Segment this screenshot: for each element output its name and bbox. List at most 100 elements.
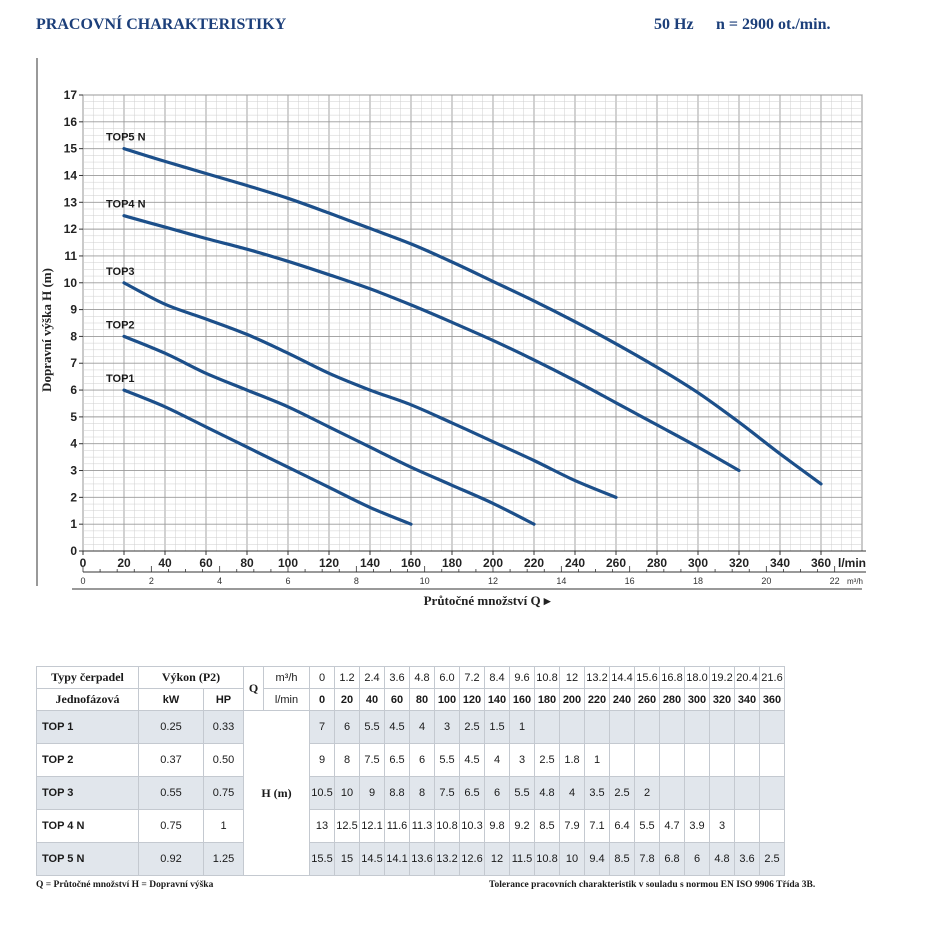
h-value: 2.5 bbox=[759, 842, 785, 876]
h-value bbox=[709, 776, 735, 810]
q-lmin-value: 80 bbox=[409, 688, 435, 711]
h-value: 3 bbox=[509, 743, 535, 777]
x2-unit-label: m³/h bbox=[847, 577, 863, 586]
x2-tick-label: 16 bbox=[625, 576, 635, 586]
q-m3h-value: 2.4 bbox=[359, 666, 385, 689]
q-lmin-value: 160 bbox=[509, 688, 535, 711]
pump-kw: 0.92 bbox=[138, 842, 204, 876]
x2-tick-label: 2 bbox=[149, 576, 154, 586]
q-m3h-value: 14.4 bbox=[609, 666, 635, 689]
h-value: 6.8 bbox=[659, 842, 685, 876]
h-value: 3.9 bbox=[684, 809, 710, 843]
x-tick-label: 140 bbox=[360, 556, 380, 570]
h-value: 11.5 bbox=[509, 842, 535, 876]
h-value: 5.5 bbox=[434, 743, 460, 777]
series-line-3 bbox=[122, 214, 741, 473]
pump-hp: 1 bbox=[203, 809, 244, 843]
q-lmin-value: 60 bbox=[384, 688, 410, 711]
chart-grid bbox=[82, 94, 863, 552]
x-tick-label: 340 bbox=[770, 556, 790, 570]
h-value bbox=[709, 743, 735, 777]
h-value: 11.6 bbox=[384, 809, 410, 843]
h-value bbox=[734, 710, 760, 744]
h-value: 9.8 bbox=[484, 809, 510, 843]
h-value bbox=[759, 710, 785, 744]
table-row: TOP 2 0.37 0.50 9 8 7.5 6.5 6 5.5 4.5 4 3 2.5 1.8 1 bbox=[36, 743, 785, 777]
h-value: 14.5 bbox=[359, 842, 385, 876]
x-tick-label: 20 bbox=[117, 556, 131, 570]
y-tick-label: 10 bbox=[64, 276, 78, 290]
x2-tick-label: 0 bbox=[80, 576, 85, 586]
h-value bbox=[659, 710, 685, 744]
footer-legend: Q = Průtočné množství H = Dopravní výška bbox=[36, 880, 214, 890]
h-value bbox=[659, 743, 685, 777]
pump-kw: 0.25 bbox=[138, 710, 204, 744]
h-value: 8.8 bbox=[384, 776, 410, 810]
h-value: 13.2 bbox=[434, 842, 460, 876]
h-value: 2.5 bbox=[534, 743, 560, 777]
q-header: Q bbox=[243, 666, 264, 711]
table-row: TOP 1 0.25 0.33 H (m) 7 6 5.5 4.5 4 3 2.5 1.5 1 bbox=[36, 710, 785, 876]
pump-kw: 0.75 bbox=[138, 809, 204, 843]
h-value: 7.1 bbox=[584, 809, 610, 843]
h-value: 13.6 bbox=[409, 842, 435, 876]
q-lmin-value: 360 bbox=[759, 688, 785, 711]
q-m3h-value: 3.6 bbox=[384, 666, 410, 689]
y-tick-label: 1 bbox=[70, 517, 77, 531]
x-tick-label: 260 bbox=[606, 556, 626, 570]
performance-table: Typy čerpadel Výkon (P2) Q m³/h 0 1.2 2.4 3… bbox=[36, 666, 785, 876]
y-tick-label: 0 bbox=[70, 544, 77, 558]
x-tick-label: 120 bbox=[319, 556, 339, 570]
pump-hp: 1.25 bbox=[203, 842, 244, 876]
x2-tick-label: 10 bbox=[420, 576, 430, 586]
chart-series bbox=[122, 147, 823, 526]
q-lmin-value: 20 bbox=[334, 688, 360, 711]
h-value: 8.5 bbox=[609, 842, 635, 876]
h-value: 4.8 bbox=[534, 776, 560, 810]
x-tick-label: 40 bbox=[158, 556, 172, 570]
h-value bbox=[684, 710, 710, 744]
h-value: 8 bbox=[409, 776, 435, 810]
h-value bbox=[634, 743, 660, 777]
h-value bbox=[609, 743, 635, 777]
h-value: 13 bbox=[309, 809, 335, 843]
q-lmin-value: 0 bbox=[309, 688, 335, 711]
q-m3h-value: 9.6 bbox=[509, 666, 535, 689]
h-value: 14.1 bbox=[384, 842, 410, 876]
x-tick-label: 160 bbox=[401, 556, 421, 570]
h-value bbox=[534, 710, 560, 744]
x2-tick-label: 18 bbox=[693, 576, 703, 586]
q-lmin-value: 40 bbox=[359, 688, 385, 711]
q-m3h-value: 6.0 bbox=[434, 666, 460, 689]
pump-name: TOP 4 N bbox=[36, 809, 139, 843]
pump-hp: 0.50 bbox=[203, 743, 244, 777]
y-tick-label: 2 bbox=[70, 490, 77, 504]
x2-tick-label: 22 bbox=[830, 576, 840, 586]
q-m3h-value: 7.2 bbox=[459, 666, 485, 689]
h-value bbox=[734, 743, 760, 777]
performance-chart: 0 20 40 60 80 100 120 140 160 180 200 220 240 260 280 3… bbox=[36, 58, 866, 608]
q-lmin-value: 100 bbox=[434, 688, 460, 711]
q-m3h-value: 0 bbox=[309, 666, 335, 689]
h-value: 4 bbox=[409, 710, 435, 744]
q-lmin-value: 180 bbox=[534, 688, 560, 711]
x-tick-label: 60 bbox=[199, 556, 213, 570]
table-row: TOP 3 0.55 0.75 10.5 10 9 8.8 8 7.5 6.5 6 5.5 4.8 4 3.… bbox=[36, 776, 785, 810]
h-value: 5.5 bbox=[509, 776, 535, 810]
y-tick-label: 7 bbox=[70, 356, 77, 370]
h-value: 1 bbox=[584, 743, 610, 777]
h-value bbox=[684, 743, 710, 777]
h-value bbox=[684, 776, 710, 810]
series-label-2: TOP3 bbox=[106, 266, 135, 278]
h-value: 7.5 bbox=[359, 743, 385, 777]
h-value bbox=[659, 776, 685, 810]
h-label: H (m) bbox=[243, 710, 310, 876]
x-tick-label: 0 bbox=[80, 556, 87, 570]
h-value: 5.5 bbox=[359, 710, 385, 744]
q-m3h-value: 8.4 bbox=[484, 666, 510, 689]
footer-tolerance: Tolerance pracovních charakteristik v so… bbox=[489, 880, 816, 890]
q-m3h-value: 16.8 bbox=[659, 666, 685, 689]
h-value: 4.5 bbox=[384, 710, 410, 744]
h-value bbox=[734, 809, 760, 843]
pump-name: TOP 5 N bbox=[36, 842, 139, 876]
